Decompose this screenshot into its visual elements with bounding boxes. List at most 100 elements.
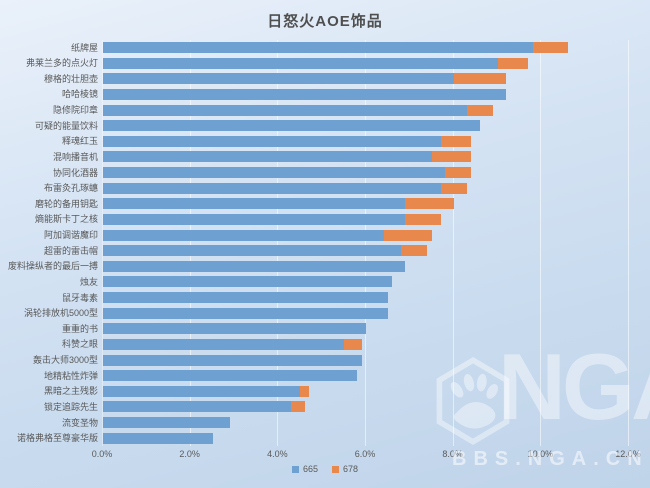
bar-segment-665 (103, 88, 507, 100)
bar-segment-665 (103, 104, 467, 116)
stacked-bar (103, 229, 432, 241)
bar-segment-678 (300, 385, 310, 397)
category-label: 混响播音机 (52, 151, 98, 162)
x-tick-label: 12.0% (615, 449, 641, 459)
x-tick-label: 2.0% (179, 449, 200, 459)
chart-title: 日怒火AOE饰品 (267, 13, 383, 30)
bar-segment-665 (103, 151, 432, 163)
bar-row: 重重的书 (0, 321, 628, 336)
category-label: 废料操纵者的最后一搏 (7, 261, 98, 272)
bar-row: 可疑的能量饮料 (0, 118, 628, 133)
stacked-bar (103, 104, 494, 116)
stacked-bar (103, 432, 213, 444)
gridline (365, 40, 366, 446)
category-label: 纸牌屋 (70, 42, 98, 53)
bar-segment-665 (103, 167, 445, 178)
bar-track (103, 338, 628, 350)
bar-track (103, 385, 628, 397)
bar-track (103, 42, 628, 53)
category-label: 穆格的壮胆壶 (43, 73, 98, 84)
bar-segment-665 (103, 338, 345, 350)
bar-segment-678 (405, 213, 441, 225)
stacked-bar (103, 167, 472, 178)
bar-track (103, 73, 628, 85)
stacked-bar (103, 57, 529, 69)
bar-segment-678 (440, 182, 467, 194)
bar-row: 穆格的壮胆壶 (0, 71, 628, 86)
bar-segment-665 (103, 432, 213, 444)
category-label: 烛友 (79, 276, 98, 287)
stacked-bar (103, 245, 428, 257)
stacked-bar (103, 182, 467, 194)
bar-row: 熵能斯卡丁之核 (0, 212, 628, 227)
bar-segment-678 (453, 73, 507, 85)
gridline (452, 40, 454, 446)
stacked-bar (103, 73, 507, 85)
bar-segment-665 (103, 385, 301, 397)
bar-track (103, 120, 628, 132)
bar-row: 地精粘性炸弹 (0, 368, 628, 383)
legend-label: 678 (343, 464, 359, 474)
x-tick-label: 10.0% (527, 449, 554, 459)
bar-track (103, 229, 628, 241)
category-label: 隐修院印章 (52, 105, 98, 115)
bar-segment-678 (440, 135, 472, 147)
category-label: 弗莱兰多的点火灯 (25, 58, 98, 69)
bar-track (103, 417, 628, 428)
x-axis: 0.0% 2.0% 4.0% 6.0% 8.0% 10.0% 12.0% (92, 449, 641, 461)
bar-segment-665 (103, 354, 362, 366)
gridline (277, 40, 279, 446)
x-tick-label: 0.0% (91, 449, 113, 459)
stacked-bar (103, 260, 406, 272)
bar-track (103, 432, 628, 444)
legend-swatch (291, 465, 299, 473)
stacked-bar (103, 354, 362, 366)
category-label: 磨轮的备用钥匙 (34, 198, 98, 209)
bar-segment-665 (103, 260, 406, 272)
bar-track (103, 245, 628, 257)
bar-track (103, 370, 628, 382)
stacked-bar (103, 307, 388, 319)
category-label: 协同化酒器 (52, 167, 98, 178)
bar-row: 废料操纵者的最后一搏 (0, 259, 628, 274)
bar-track (103, 182, 628, 194)
bar-track (103, 276, 628, 288)
bar-segment-665 (103, 292, 388, 303)
bar-segment-678 (431, 151, 472, 163)
bar-row: 涡轮排放机5000型 (0, 306, 628, 321)
bar-track (103, 135, 628, 147)
category-label: 地精粘性炸弹 (43, 370, 98, 381)
bar-segment-665 (103, 135, 441, 147)
bar-track (103, 260, 628, 272)
bar-row: 鼠牙毒素 (0, 290, 628, 305)
bar-track (103, 104, 628, 116)
bar-segment-678 (466, 104, 494, 116)
bar-segment-665 (103, 323, 366, 335)
stacked-bar (103, 88, 507, 100)
bar-row: 混响播音机 (0, 149, 628, 164)
bar-segment-665 (103, 182, 441, 194)
bar-track (103, 213, 628, 225)
category-label: 超雷的雷击帽 (43, 245, 98, 256)
bar-track (103, 307, 628, 319)
category-label: 阿加调谐魔印 (43, 230, 98, 240)
category-label: 流变圣物 (61, 417, 98, 428)
stacked-bar (103, 417, 231, 428)
category-label: 锁定追踪先生 (43, 401, 98, 412)
bar-segment-665 (103, 120, 480, 132)
bar-track (103, 151, 628, 163)
category-label: 科赞之眼 (61, 339, 98, 350)
x-tick-label: 6.0% (354, 449, 376, 459)
bar-row: 哈哈棱镜 (0, 87, 628, 102)
bar-row: 隐修院印章 (0, 103, 628, 118)
bar-row: 烛友 (0, 274, 628, 289)
bar-row: 弗莱兰多的点火灯 (0, 56, 628, 71)
stacked-bar (103, 401, 305, 413)
bar-segment-665 (103, 276, 393, 288)
stacked-bar (103, 151, 472, 163)
stacked-bar (103, 385, 310, 397)
bar-segment-678 (383, 229, 432, 241)
bar-segment-665 (103, 213, 406, 225)
legend-item: 665 (291, 464, 318, 474)
bar-segment-665 (103, 198, 406, 210)
